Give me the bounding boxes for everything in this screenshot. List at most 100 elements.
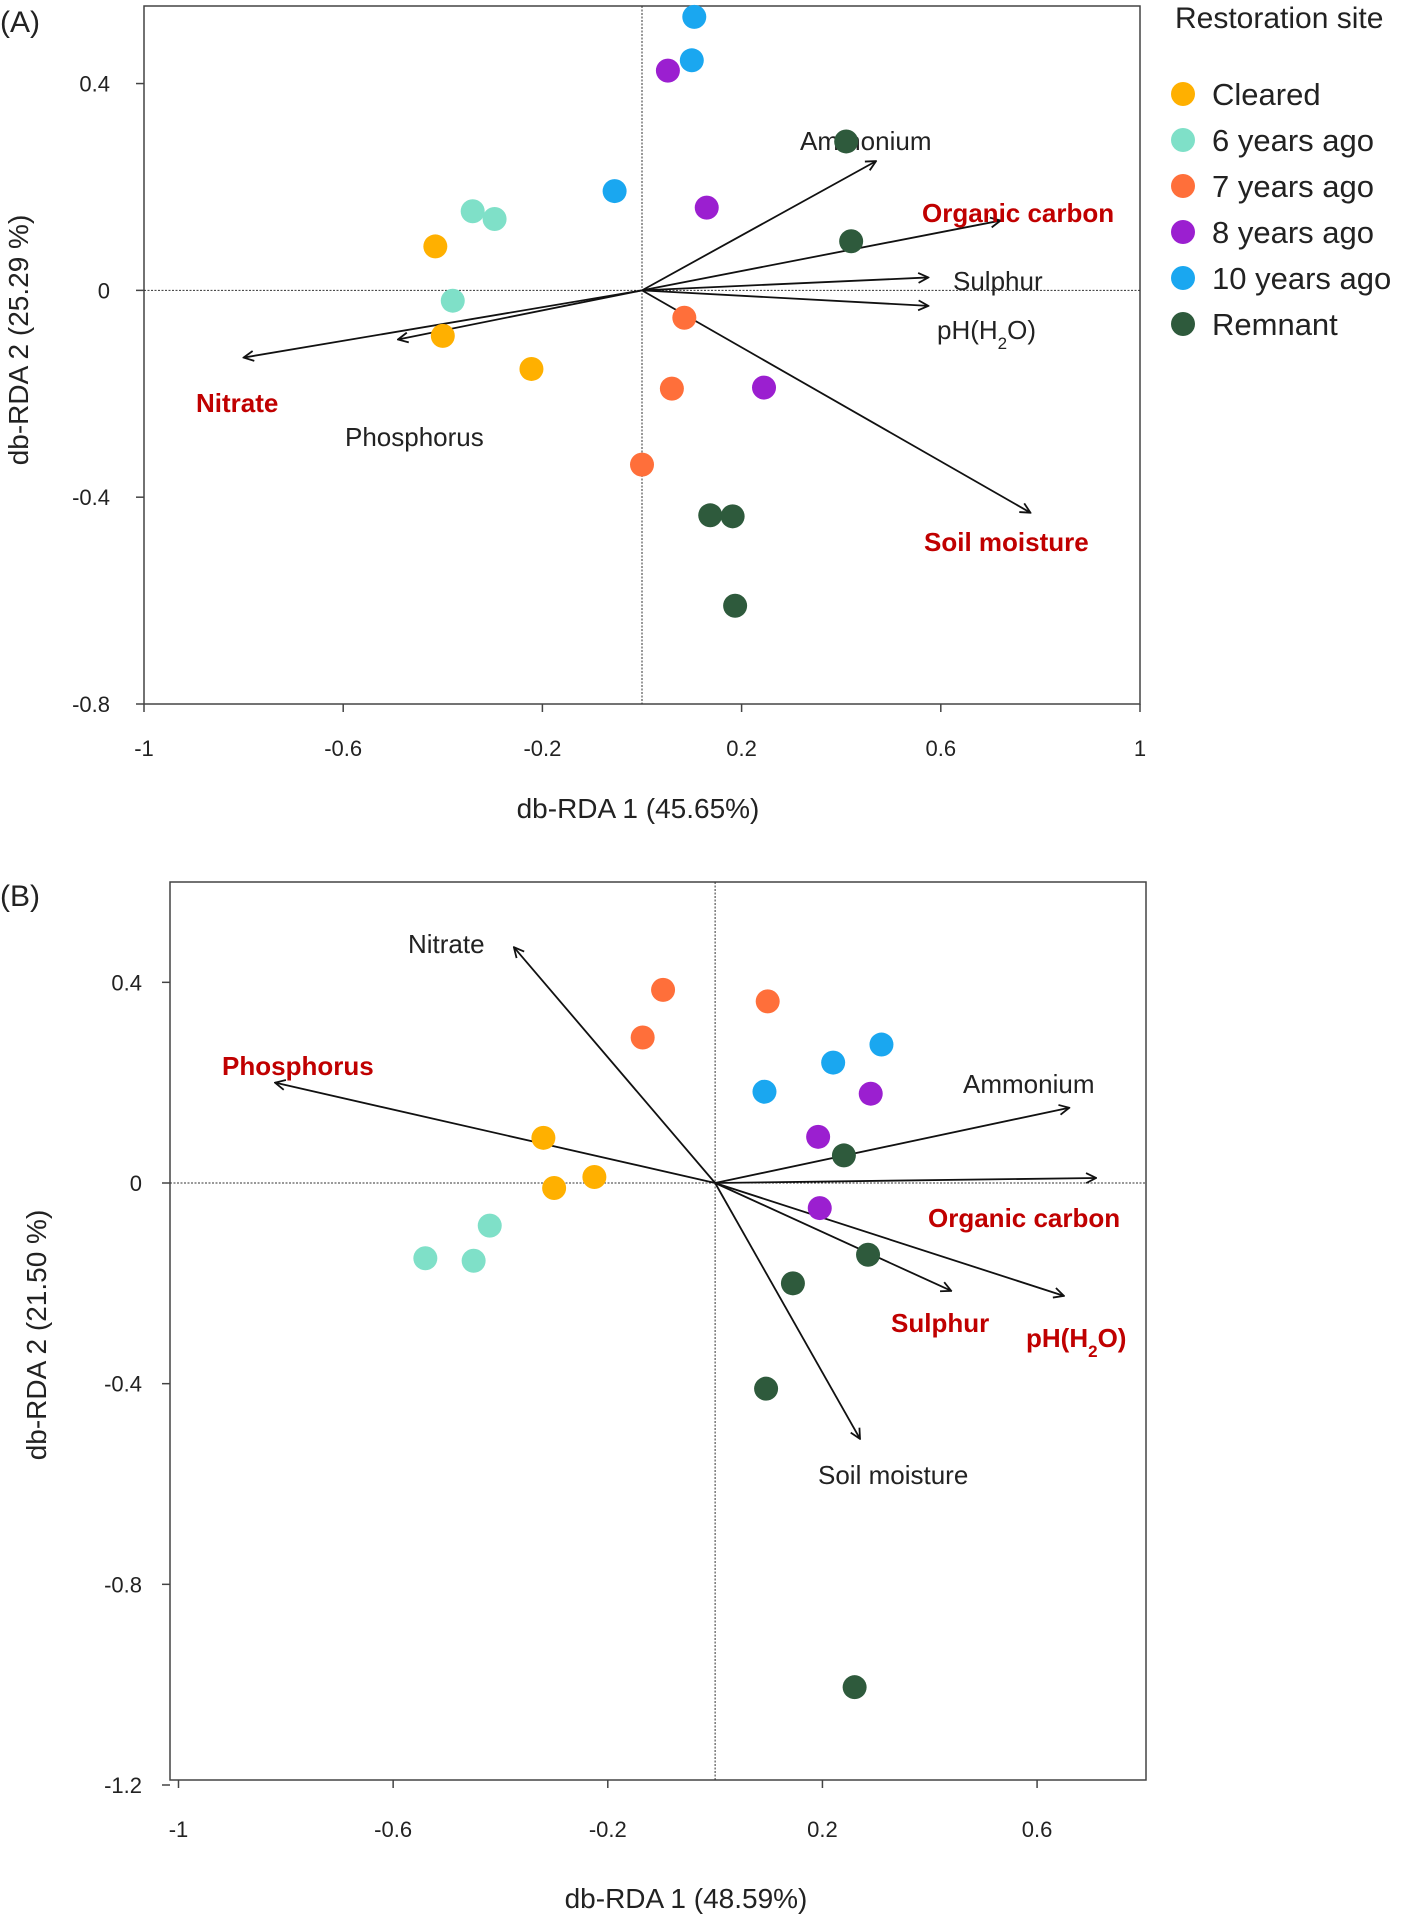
data-point-7-years-ago [672,305,697,330]
data-point-7-years-ago [630,1025,655,1050]
legend-entries: Cleared 6 years ago 7 years ago 8 years ago… [1171,77,1391,342]
data-point-10-years-ago [752,1079,777,1104]
vector-arrow-organic-carbon [715,1178,1096,1183]
vector-label-organic-carbon: Organic carbon [928,1203,1120,1233]
vector-label-sulphur: Sulphur [891,1308,989,1338]
data-point-6-years-ago [482,207,507,232]
y-tick-label: 0 [98,278,110,303]
y-tick-label: 0 [130,1171,142,1196]
legend-entry: Cleared [1171,77,1321,112]
legend-entry: 6 years ago [1171,123,1374,158]
vector-arrow-ammonium [641,161,876,292]
x-tick-label: -0.2 [523,736,561,761]
vector-label-ph-ho: pH(H2O) [937,315,1036,353]
data-point-6-years-ago [460,199,485,224]
legend: Restoration site Cleared 6 years ago 7 yea… [1171,2,1391,342]
legend-label: 6 years ago [1212,123,1374,158]
panel-b-x-axis-title: db-RDA 1 (48.59%) [565,1883,808,1914]
data-point-remnant [839,229,864,254]
panel-b-ticks: -1 -0.6 -0.2 0.2 0.6 0.4 0 -0.4 -0.8 -1.2 [104,970,1052,1842]
x-tick-label: 0.6 [926,736,957,761]
x-tick-label: -0.2 [589,1817,627,1842]
vector-arrow-ph-h [641,289,928,306]
vector-arrow-ammonium [714,1108,1069,1184]
panel-a-vectors: Ammonium Organic carbon Sulphur pH(H2O) Soil… [196,126,1114,557]
data-point-remnant [780,1271,805,1296]
panel-a-points [423,4,864,618]
data-point-8-years-ago [752,375,777,400]
vector-arrow-phosphorus [275,1083,716,1184]
data-point-8-years-ago [806,1124,831,1149]
data-point-7-years-ago [755,989,780,1014]
data-point-7-years-ago [659,376,684,401]
data-point-remnant [723,593,748,618]
panel-b: (B) -1 -0.6 -0.2 0.2 0.6 0.4 0 -0.4 -0.8 -1.2 Nit… [0,880,1147,1914]
data-point-10-years-ago [602,179,627,204]
data-point-8-years-ago [807,1196,832,1221]
vector-label-phosphorus: Phosphorus [222,1051,374,1081]
y-tick-label: 0.4 [111,970,142,995]
panel-b-y-axis-title: db-RDA 2 (21.50 %) [21,1210,52,1461]
data-point-cleared [531,1125,556,1150]
data-point-remnant [754,1376,779,1401]
vector-label-sulphur: Sulphur [953,266,1043,296]
legend-entry: Remnant [1171,307,1338,342]
y-tick-label: -0.4 [104,1372,142,1397]
vector-arrow-soil-moisture [641,289,1030,512]
legend-entry: 8 years ago [1171,215,1374,250]
vector-arrow-sulphur [714,1182,951,1291]
vector-arrow-sulphur [641,277,928,292]
x-tick-label: -0.6 [374,1817,412,1842]
data-point-6-years-ago [440,288,465,313]
vector-arrow-organic-carbon [641,221,1001,292]
data-point-cleared [430,323,455,348]
legend-label: 10 years ago [1212,261,1391,296]
x-tick-label: 0.6 [1022,1817,1053,1842]
vector-arrow-soil-moisture [714,1182,860,1439]
panel-a: (A) -1 -0.6 -0.2 0.2 0.6 1 0.4 0 -0.4 -0.8 Ammoni… [0,4,1146,824]
data-point-10-years-ago [682,4,707,29]
x-tick-label: 1 [1134,736,1146,761]
panel-a-ticks: -1 -0.6 -0.2 0.2 0.6 1 0.4 0 -0.4 -0.8 [72,72,1146,761]
data-point-remnant [834,129,859,154]
data-point-remnant [698,503,723,528]
vector-label-ammonium: Ammonium [963,1069,1094,1099]
y-tick-label: -0.8 [72,692,110,717]
data-point-8-years-ago [858,1081,883,1106]
data-point-cleared [542,1176,567,1201]
y-tick-label: -0.4 [72,485,110,510]
vector-arrow-nitrate [514,947,716,1184]
vector-label-phosphorus: Phosphorus [345,422,484,452]
data-point-8-years-ago [655,58,680,83]
data-point-remnant [831,1143,856,1168]
panel-a-x-axis-title: db-RDA 1 (45.65%) [517,793,760,824]
vector-label-nitrate: Nitrate [408,929,485,959]
data-point-7-years-ago [651,977,676,1002]
data-point-10-years-ago [679,48,704,73]
vector-label-ph-ho: pH(H2O) [1026,1323,1126,1361]
legend-label: 8 years ago [1212,215,1374,250]
data-point-10-years-ago [821,1050,846,1075]
data-point-cleared [519,356,544,381]
data-point-remnant [856,1242,881,1267]
x-tick-label: -1 [169,1817,189,1842]
vector-label-ammonium: Ammonium [800,126,931,156]
panel-a-label: (A) [0,6,40,39]
panel-b-plot-frame [169,881,1147,1781]
data-point-cleared [423,234,448,259]
vector-arrow-ph-h [714,1182,1064,1296]
legend-marker [1171,174,1195,198]
x-tick-label: -0.6 [324,736,362,761]
data-point-6-years-ago [461,1248,486,1273]
data-point-6-years-ago [413,1246,438,1271]
data-point-remnant [720,504,745,529]
legend-entry: 10 years ago [1171,261,1391,296]
legend-label: Remnant [1212,307,1338,342]
legend-marker [1171,82,1195,106]
panel-b-vectors: Nitrate Phosphorus Ammonium Organic carbon S… [222,929,1126,1490]
panel-b-points [413,977,894,1700]
vector-label-organic-carbon: Organic carbon [922,198,1114,228]
data-point-10-years-ago [869,1032,894,1057]
legend-label: Cleared [1212,77,1321,112]
